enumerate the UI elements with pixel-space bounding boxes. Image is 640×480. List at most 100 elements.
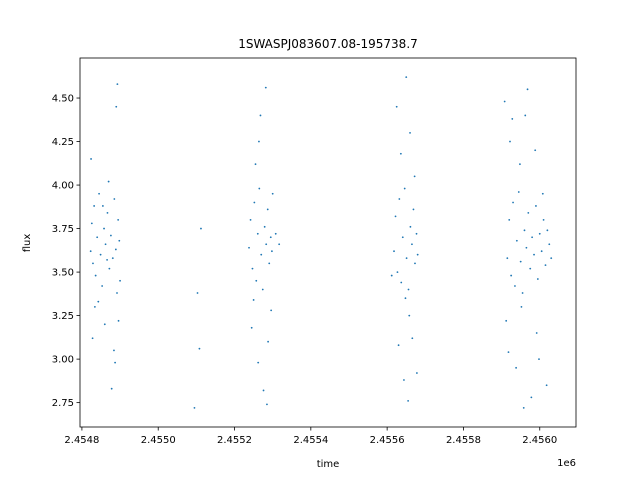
data-point	[407, 399, 410, 402]
data-point	[97, 300, 100, 303]
y-tick-label: 4.00	[52, 181, 74, 192]
data-point	[270, 309, 273, 312]
data-point	[200, 227, 202, 230]
data-point	[266, 208, 269, 211]
data-point	[268, 262, 271, 265]
data-point	[536, 278, 539, 280]
data-point	[98, 192, 100, 195]
x-tick-label: 2.4548	[64, 435, 99, 446]
data-point	[530, 396, 533, 399]
data-point	[520, 306, 523, 308]
data-point	[507, 351, 510, 354]
data-point	[535, 332, 538, 334]
data-point	[394, 215, 397, 218]
data-point	[252, 299, 255, 301]
data-point	[533, 253, 535, 256]
data-point	[400, 281, 403, 284]
data-point	[540, 250, 543, 253]
data-point	[515, 366, 517, 369]
data-point	[395, 105, 398, 108]
data-point	[413, 175, 416, 178]
data-point	[546, 229, 549, 232]
data-point	[390, 274, 393, 277]
data-point	[91, 337, 94, 340]
data-point	[523, 229, 526, 232]
x-tick-label: 2.4556	[370, 435, 405, 446]
data-point	[257, 361, 260, 364]
data-point	[403, 187, 406, 190]
data-point	[101, 205, 104, 207]
y-tick-label: 2.75	[52, 398, 74, 409]
data-point	[99, 253, 102, 256]
data-point	[107, 180, 110, 183]
data-point	[544, 264, 547, 267]
data-point	[114, 248, 117, 251]
data-point	[407, 288, 410, 291]
data-point	[506, 257, 509, 260]
data-point	[255, 279, 258, 282]
data-point	[521, 292, 524, 294]
data-point	[542, 218, 545, 221]
data-point	[104, 243, 107, 246]
data-point	[415, 232, 418, 235]
plot-frame	[79, 57, 577, 428]
data-point	[266, 403, 268, 406]
data-point	[409, 225, 412, 228]
data-point	[411, 337, 414, 340]
data-point	[522, 406, 525, 409]
data-point	[525, 246, 528, 249]
data-point	[113, 349, 115, 352]
data-point	[535, 205, 537, 207]
data-point	[510, 274, 513, 277]
data-point	[512, 201, 514, 204]
data-point	[505, 319, 508, 322]
data-point	[198, 347, 201, 350]
data-point	[526, 88, 529, 91]
data-point	[274, 232, 277, 235]
data-point	[111, 257, 114, 260]
data-point	[541, 192, 544, 195]
data-point	[117, 319, 120, 322]
data-point	[92, 262, 94, 265]
y-axis-ticks: 2.75 3.00 3.25 3.50 3.75 4.00 4.25 4.50	[52, 94, 80, 409]
data-point	[117, 218, 120, 221]
data-point	[259, 114, 262, 117]
data-point	[548, 243, 551, 246]
data-point	[119, 279, 121, 282]
x-tick-label: 2.4560	[522, 435, 557, 446]
data-point	[90, 158, 92, 160]
data-point	[101, 285, 104, 287]
data-point	[514, 285, 516, 287]
data-point	[264, 86, 267, 89]
data-point	[416, 372, 418, 374]
data-point	[527, 212, 530, 214]
data-point	[251, 267, 254, 270]
x-tick-label: 2.4558	[446, 435, 481, 446]
x-tick-label: 2.4550	[141, 435, 176, 446]
data-point	[89, 250, 92, 253]
data-point	[96, 236, 99, 239]
data-point	[403, 379, 405, 381]
data-point	[412, 208, 415, 211]
data-point	[515, 239, 518, 242]
data-point	[534, 149, 537, 152]
y-tick-label: 3.00	[52, 355, 74, 366]
data-point	[249, 218, 252, 221]
data-point	[114, 361, 116, 364]
data-point	[531, 236, 534, 239]
x-offset-label: 1e6	[557, 458, 576, 469]
data-point	[538, 358, 540, 361]
x-axis-label: time	[317, 459, 340, 470]
data-point	[404, 297, 407, 300]
data-point	[401, 236, 404, 239]
data-point	[253, 201, 256, 204]
data-point	[256, 232, 259, 235]
data-point	[517, 191, 520, 193]
data-point	[110, 387, 113, 390]
data-point	[90, 222, 93, 225]
data-point	[393, 250, 395, 253]
data-point	[196, 292, 199, 294]
data-point	[271, 250, 273, 253]
data-point	[248, 246, 250, 249]
